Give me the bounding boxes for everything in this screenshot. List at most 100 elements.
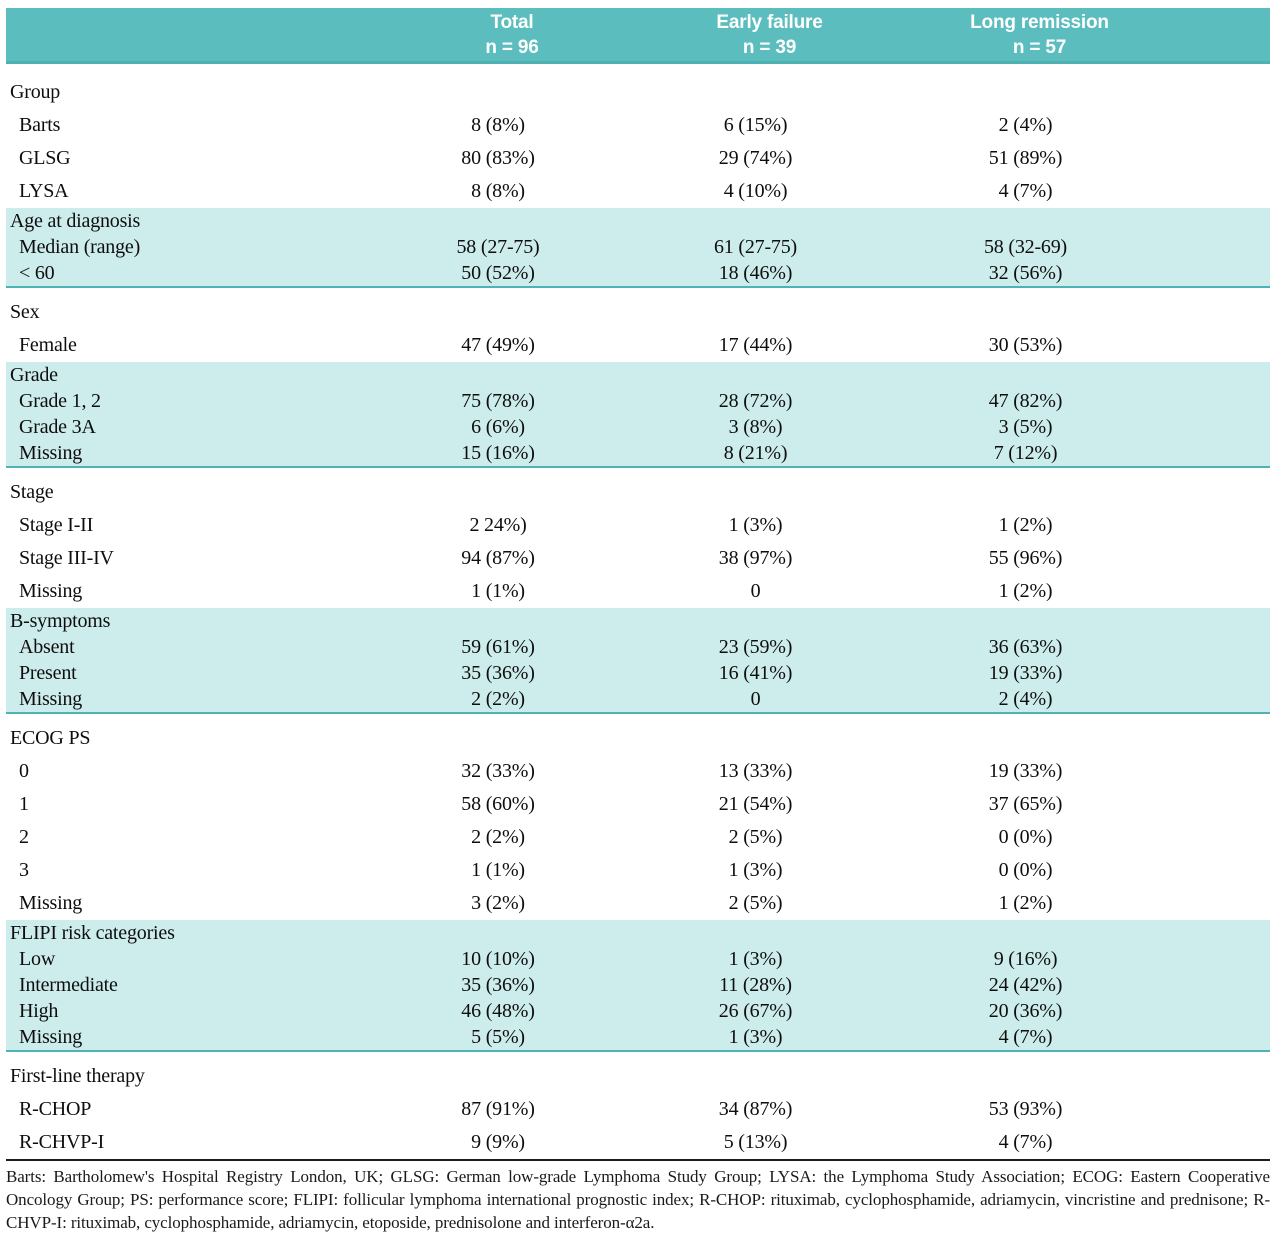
section-label: FLIPI risk categories bbox=[10, 921, 175, 944]
table-row: GLSG 80 (83%) 29 (74%) 51 (89%) bbox=[6, 142, 1270, 175]
cell-value: 59 (61%) bbox=[461, 635, 535, 658]
section-label-row: Group bbox=[6, 76, 1270, 109]
row-label: LYSA bbox=[19, 180, 69, 202]
section-label-row: ECOG PS bbox=[6, 722, 1270, 755]
row-label: Missing bbox=[19, 580, 83, 602]
cell-value: 8 (21%) bbox=[723, 441, 788, 464]
section-label: Age at diagnosis bbox=[10, 209, 141, 232]
column-count: n = 57 bbox=[1012, 36, 1067, 58]
cell-value: 87 (91%) bbox=[461, 1098, 535, 1120]
cell-value: 37 (65%) bbox=[988, 793, 1063, 815]
cell-value: 36 (63%) bbox=[988, 635, 1063, 658]
cell-value: 6 (15%) bbox=[723, 114, 788, 136]
row-label: Missing bbox=[19, 1025, 83, 1048]
table-row: High 46 (48%) 26 (67%) 20 (36%) bbox=[6, 998, 1270, 1024]
section-label: Stage bbox=[10, 481, 54, 503]
column-header: Long remission n = 57 bbox=[897, 10, 1182, 60]
column-title: Total bbox=[490, 11, 534, 33]
cell-value: 35 (36%) bbox=[461, 661, 535, 684]
table-row: Missing 5 (5%) 1 (3%) 4 (7%) bbox=[6, 1024, 1270, 1050]
cell-value: 2 (5%) bbox=[728, 892, 783, 914]
table-row: R-CHVP-I 9 (9%) 5 (13%) 4 (7%) bbox=[6, 1126, 1270, 1159]
section-label-row: B-symptoms bbox=[6, 608, 1270, 634]
cell-value: 30 (53%) bbox=[988, 334, 1063, 356]
footnote: Barts: Bartholomew's Hospital Registry L… bbox=[6, 1167, 1270, 1232]
cell-value: 1 (3%) bbox=[728, 514, 783, 536]
row-label: Barts bbox=[19, 114, 61, 136]
row-label: 2 bbox=[19, 826, 29, 848]
cell-value: 34 (87%) bbox=[718, 1098, 793, 1120]
table-row: R-CHOP 87 (91%) 34 (87%) 53 (93%) bbox=[6, 1093, 1270, 1126]
table-row: Missing 3 (2%) 2 (5%) 1 (2%) bbox=[6, 887, 1270, 920]
cell-value: 8 (8%) bbox=[471, 180, 525, 202]
table-row: 2 2 (2%) 2 (5%) 0 (0%) bbox=[6, 821, 1270, 854]
table-row: Missing 15 (16%) 8 (21%) 7 (12%) bbox=[6, 440, 1270, 466]
cell-value: 20 (36%) bbox=[988, 999, 1063, 1022]
row-label: Intermediate bbox=[19, 973, 118, 996]
section-label-row: Grade bbox=[6, 362, 1270, 388]
cell-value: 1 (3%) bbox=[728, 1025, 783, 1048]
section-label-row: First-line therapy bbox=[6, 1060, 1270, 1093]
cell-value: 38 (97%) bbox=[718, 547, 793, 569]
row-label: Grade 3A bbox=[19, 415, 96, 438]
cell-value: 24 (42%) bbox=[988, 973, 1063, 996]
row-label: 0 bbox=[19, 760, 29, 782]
row-label: Missing bbox=[19, 687, 83, 710]
section-label: Sex bbox=[10, 301, 40, 323]
section-label-row: FLIPI risk categories bbox=[6, 920, 1270, 946]
table-row: Median (range) 58 (27-75) 61 (27-75) 58 (32… bbox=[6, 234, 1270, 260]
cell-value: 32 (56%) bbox=[988, 261, 1063, 284]
row-label: Stage III-IV bbox=[19, 547, 114, 569]
cell-value: 80 (83%) bbox=[461, 147, 535, 169]
cell-value: 17 (44%) bbox=[718, 334, 793, 356]
table-row: 0 32 (33%) 13 (33%) 19 (33%) bbox=[6, 755, 1270, 788]
row-label: R-CHVP-I bbox=[19, 1131, 105, 1153]
column-header: Early failure n = 39 bbox=[642, 10, 897, 60]
cell-value: 7 (12%) bbox=[993, 441, 1058, 464]
table-row: Grade 1, 2 75 (78%) 28 (72%) 47 (82%) bbox=[6, 388, 1270, 414]
cell-value: 51 (89%) bbox=[988, 147, 1063, 169]
row-label: R-CHOP bbox=[19, 1098, 92, 1120]
cell-value: 50 (52%) bbox=[461, 261, 535, 284]
cell-value: 11 (28%) bbox=[719, 973, 792, 996]
cell-value: 8 (8%) bbox=[471, 114, 525, 136]
table-row: Missing 2 (2%) 0 2 (4%) bbox=[6, 686, 1270, 712]
cell-value: 4 (7%) bbox=[998, 1025, 1053, 1048]
cell-value: 61 (27-75) bbox=[714, 235, 797, 258]
cell-value: 21 (54%) bbox=[718, 793, 793, 815]
table-row: Missing 1 (1%) 0 1 (2%) bbox=[6, 575, 1270, 608]
column-title: Long remission bbox=[970, 11, 1109, 33]
cell-value: 9 (16%) bbox=[993, 947, 1058, 970]
cell-value: 1 (3%) bbox=[728, 947, 783, 970]
table-section: ECOG PS 0 32 (33%) 13 (33%) 19 (33%) 1 58 (60%… bbox=[6, 714, 1270, 920]
table-section: FLIPI risk categories Low 10 (10%) 1 (3%) 9 … bbox=[6, 920, 1270, 1052]
cell-value: 19 (33%) bbox=[988, 760, 1063, 782]
row-label: Female bbox=[19, 334, 77, 356]
cell-value: 2 (5%) bbox=[728, 826, 783, 848]
cell-value: 94 (87%) bbox=[461, 547, 535, 569]
cell-value: 9 (9%) bbox=[471, 1131, 525, 1153]
row-label: 3 bbox=[19, 859, 29, 881]
cell-value: 5 (13%) bbox=[723, 1131, 788, 1153]
cell-value: 13 (33%) bbox=[718, 760, 793, 782]
cell-value: 3 (2%) bbox=[471, 892, 525, 914]
cell-value: 0 (0%) bbox=[998, 826, 1053, 848]
table-row: < 60 50 (52%) 18 (46%) 32 (56%) bbox=[6, 260, 1270, 286]
cell-value: 46 (48%) bbox=[461, 999, 535, 1022]
table-row: Barts 8 (8%) 6 (15%) 2 (4%) bbox=[6, 109, 1270, 142]
cell-value: 16 (41%) bbox=[718, 661, 793, 684]
row-label: < 60 bbox=[19, 261, 55, 284]
table-row: LYSA 8 (8%) 4 (10%) 4 (7%) bbox=[6, 175, 1270, 208]
row-label: Median (range) bbox=[19, 235, 141, 258]
cell-value: 58 (27-75) bbox=[456, 235, 540, 258]
row-label: Absent bbox=[19, 635, 75, 658]
cell-value: 1 (3%) bbox=[728, 859, 783, 881]
table-row: Intermediate 35 (36%) 11 (28%) 24 (42%) bbox=[6, 972, 1270, 998]
row-label: Missing bbox=[19, 892, 83, 914]
cell-value: 6 (6%) bbox=[471, 415, 525, 438]
table-section: First-line therapy R-CHOP 87 (91%) 34 (87%)… bbox=[6, 1052, 1270, 1159]
row-label: Stage I-II bbox=[19, 514, 94, 536]
column-header: Total n = 96 bbox=[382, 10, 642, 60]
cell-value: 0 (0%) bbox=[998, 859, 1053, 881]
table-row: Present 35 (36%) 16 (41%) 19 (33%) bbox=[6, 660, 1270, 686]
